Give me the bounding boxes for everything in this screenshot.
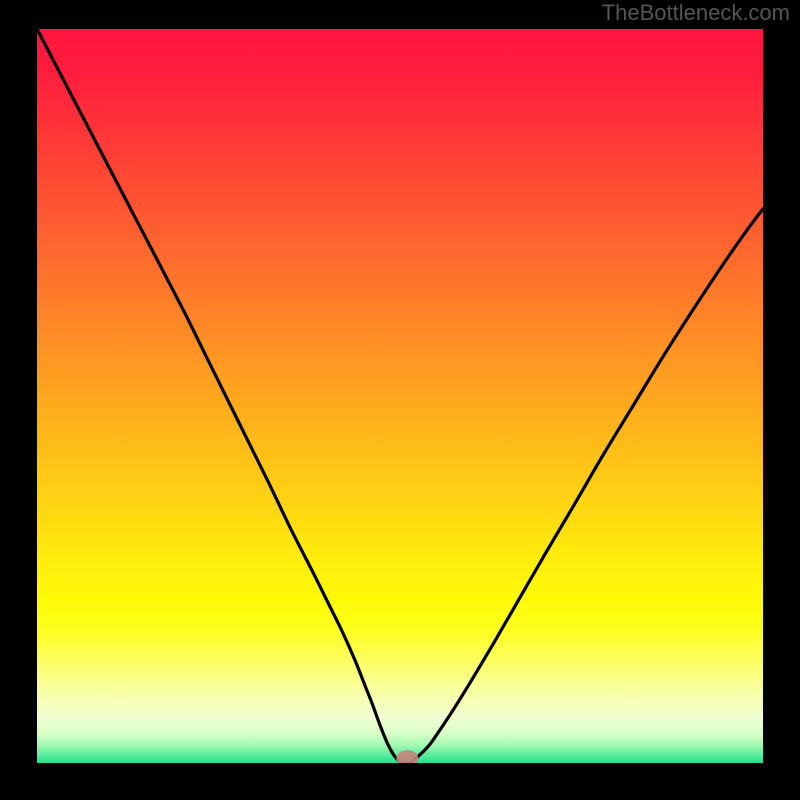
plot-background [37, 29, 763, 763]
chart-svg [37, 29, 763, 763]
plot-area [37, 29, 763, 763]
watermark-text: TheBottleneck.com [602, 0, 790, 26]
chart-frame: TheBottleneck.com [0, 0, 800, 800]
